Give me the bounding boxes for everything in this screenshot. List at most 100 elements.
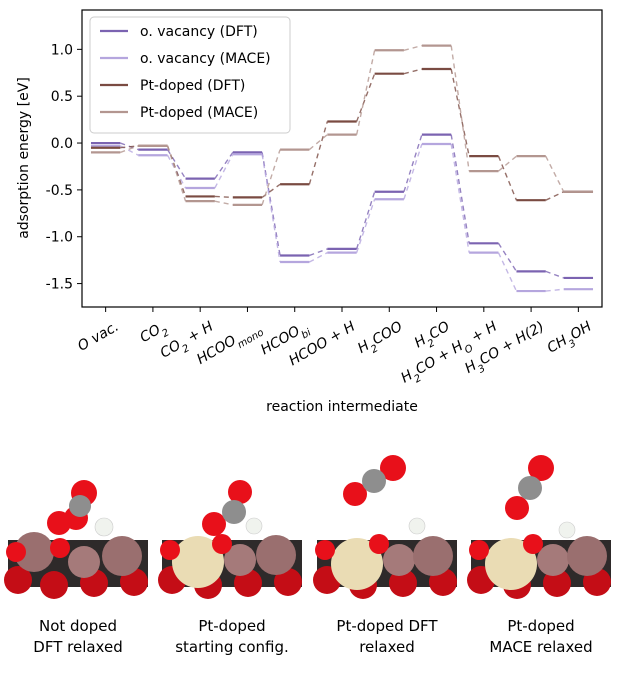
transition-connector — [120, 145, 139, 154]
x-tick-label: CH3OH — [545, 318, 597, 360]
y-tick-label: -0.5 — [46, 183, 73, 199]
oxygen-atom — [543, 569, 571, 597]
transition-connector — [214, 200, 233, 206]
transition-connector — [403, 143, 423, 200]
atomic-structure-image — [313, 455, 457, 599]
y-tick-label: -1.0 — [46, 230, 73, 246]
series-lines — [90, 44, 594, 293]
legend: o. vacancy (DFT) o. vacancy (MACE) Pt-dope… — [89, 16, 291, 134]
oxygen-atom — [389, 569, 417, 597]
oxygen-atom — [343, 482, 367, 506]
oxygen-atom — [212, 534, 232, 554]
caption-line: Pt-doped DFT — [336, 617, 438, 635]
series-3 — [90, 44, 594, 206]
y-axis: 1.0 0.5 0.0 -0.5 -1.0 -1.5 — [46, 42, 82, 293]
caption-line: starting config. — [175, 638, 289, 656]
transition-connector — [214, 153, 234, 189]
metal-atom — [537, 544, 569, 576]
atomic-structure-image — [158, 480, 302, 599]
metal-atom — [102, 536, 142, 576]
legend-label: Pt-doped (DFT) — [140, 78, 245, 94]
caption-line: DFT relaxed — [33, 638, 123, 656]
x-tick-label: HCOO + H — [286, 318, 358, 369]
oxygen-atom — [380, 455, 406, 481]
series-0 — [90, 133, 594, 280]
transition-connector — [309, 248, 328, 257]
carbon-atom — [69, 495, 91, 517]
carbon-atom — [518, 476, 542, 500]
transition-connector — [166, 145, 187, 202]
transition-connector — [355, 191, 376, 250]
platinum-atom — [172, 536, 224, 588]
hydrogen-atom — [94, 517, 114, 537]
metal-atom — [68, 546, 100, 578]
metal-atom — [383, 544, 415, 576]
oxygen-atom — [505, 496, 529, 520]
panel-not-doped-dft: Not doped DFT relaxed — [4, 440, 152, 680]
oxygen-atom — [528, 455, 554, 481]
legend-box — [89, 16, 291, 134]
oxygen-atom — [228, 480, 252, 504]
transition-connector — [497, 155, 518, 201]
carbon-atom — [222, 500, 246, 524]
transition-connector — [308, 134, 328, 151]
transition-connector — [355, 199, 376, 253]
oxygen-atom — [469, 540, 489, 560]
metal-atom — [413, 536, 453, 576]
atomic-structure-image — [4, 480, 148, 599]
panel-pt-doped-start: Pt-doped starting config. — [158, 440, 306, 680]
oxygen-atom — [4, 566, 32, 594]
panel-pt-doped-dft: Pt-doped DFT relaxed — [313, 440, 461, 680]
panel-caption: Not doped DFT relaxed — [4, 616, 152, 658]
transition-connector — [497, 242, 518, 272]
transition-connector — [403, 44, 423, 51]
panel-caption: Pt-doped DFT relaxed — [313, 616, 461, 658]
y-tick-label: 0.5 — [51, 89, 73, 105]
transition-connector — [450, 143, 470, 253]
series-2 — [90, 67, 594, 202]
oxygen-atom — [315, 540, 335, 560]
hydrogen-atom — [245, 517, 263, 535]
metal-atom — [256, 535, 296, 575]
oxygen-atom — [234, 569, 262, 597]
panel-caption: Pt-doped MACE relaxed — [467, 616, 615, 658]
oxygen-atom — [40, 571, 68, 599]
transition-connector — [166, 149, 187, 180]
legend-label: o. vacancy (DFT) — [140, 24, 258, 40]
transition-connector — [403, 134, 423, 192]
transition-connector — [214, 195, 233, 199]
atomic-structure-image — [467, 455, 611, 599]
transition-connector — [450, 45, 470, 172]
oxygen-atom — [160, 540, 180, 560]
y-tick-label: 1.0 — [51, 42, 73, 58]
y-axis-label: adsorption energy [eV] — [16, 77, 32, 239]
series-1 — [90, 142, 594, 293]
x-axis-label: reaction intermediate — [266, 399, 418, 415]
transition-connector — [308, 121, 329, 185]
transition-connector — [545, 191, 565, 201]
y-tick-label: 0.0 — [51, 136, 73, 152]
panel-pt-doped-mace: Pt-doped MACE relaxed — [467, 440, 615, 680]
x-tick-label: O vac. — [75, 319, 122, 355]
panel-caption: Pt-doped starting config. — [158, 616, 306, 658]
oxygen-atom — [202, 512, 226, 536]
transition-connector — [545, 270, 564, 279]
transition-connector — [403, 68, 423, 75]
transition-connector — [497, 252, 518, 292]
legend-label: o. vacancy (MACE) — [140, 51, 271, 67]
hydrogen-atom — [408, 517, 426, 535]
caption-line: relaxed — [359, 638, 415, 656]
transition-connector — [450, 68, 470, 157]
transition-connector — [545, 288, 564, 292]
caption-line: MACE relaxed — [489, 638, 593, 656]
transition-connector — [450, 134, 470, 244]
platinum-atom — [485, 538, 537, 590]
oxygen-atom — [523, 534, 543, 554]
transition-connector — [261, 149, 281, 206]
metal-atom — [14, 532, 54, 572]
y-tick-label: -1.5 — [46, 277, 73, 293]
oxygen-atom — [47, 511, 71, 535]
x-tick-label: H2COO — [355, 319, 407, 361]
